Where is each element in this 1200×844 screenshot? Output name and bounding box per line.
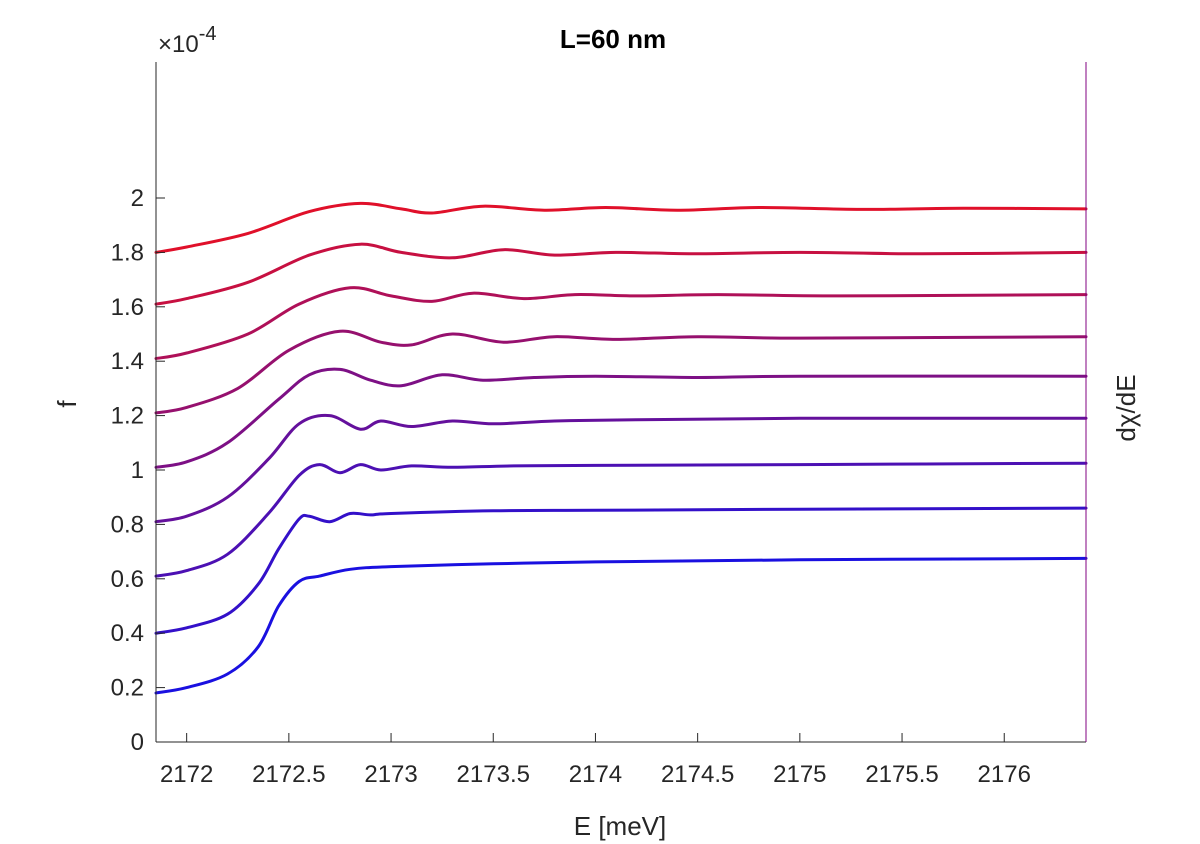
y-tick-label: 1	[131, 457, 144, 484]
x-tick-label: 2175	[773, 761, 826, 788]
x-ticks: 2172 2172.5 2173 2173.5 2174 2174.5 2175 2175.5…	[160, 733, 1031, 788]
y2-axis-label: dχ/dE	[1111, 374, 1141, 441]
x-tick-label: 2172.5	[252, 761, 325, 788]
x-axis-label: E [meV]	[574, 811, 666, 841]
x-tick-label: 2173.5	[457, 761, 530, 788]
x-tick-label: 2174	[569, 761, 622, 788]
y-axis-label: f	[52, 400, 82, 408]
y-exponent: ×10-4	[158, 23, 217, 58]
y-exponent-base: ×10	[158, 31, 199, 58]
series-line-8	[154, 242, 1088, 306]
series-line-1	[154, 556, 1088, 695]
y-tick-label: 0.2	[111, 675, 144, 702]
x-tick-label: 2173	[364, 761, 417, 788]
series-line-7	[154, 286, 1088, 360]
x-tick-label: 2175.5	[865, 761, 938, 788]
y-ticks: 0 0.2 0.4 0.6 0.8 1 1.2 1.4 1.6 1.8 2	[111, 185, 165, 756]
y-tick-label: 1.4	[111, 348, 144, 375]
y-tick-label: 1.8	[111, 239, 144, 266]
y-tick-label: 0.8	[111, 511, 144, 538]
x-tick-label: 2176	[978, 761, 1031, 788]
series-line-5	[154, 367, 1088, 469]
series-line-3	[154, 461, 1088, 578]
series-group	[154, 201, 1088, 695]
y-tick-label: 1.2	[111, 403, 144, 430]
chart-title: L=60 nm	[560, 24, 666, 54]
x-tick-label: 2174.5	[661, 761, 734, 788]
series-line-6	[154, 329, 1088, 415]
y-tick-label: 0.6	[111, 566, 144, 593]
y-exponent-power: -4	[199, 23, 217, 45]
series-line-2	[154, 506, 1088, 635]
series-line-9	[154, 201, 1088, 254]
y-tick-label: 1.6	[111, 294, 144, 321]
y-tick-label: 0	[131, 729, 144, 756]
y-tick-label: 2	[131, 185, 144, 212]
y-tick-label: 0.4	[111, 620, 144, 647]
x-tick-label: 2172	[160, 761, 213, 788]
series-line-4	[154, 413, 1088, 524]
axes-group	[155, 62, 1087, 743]
